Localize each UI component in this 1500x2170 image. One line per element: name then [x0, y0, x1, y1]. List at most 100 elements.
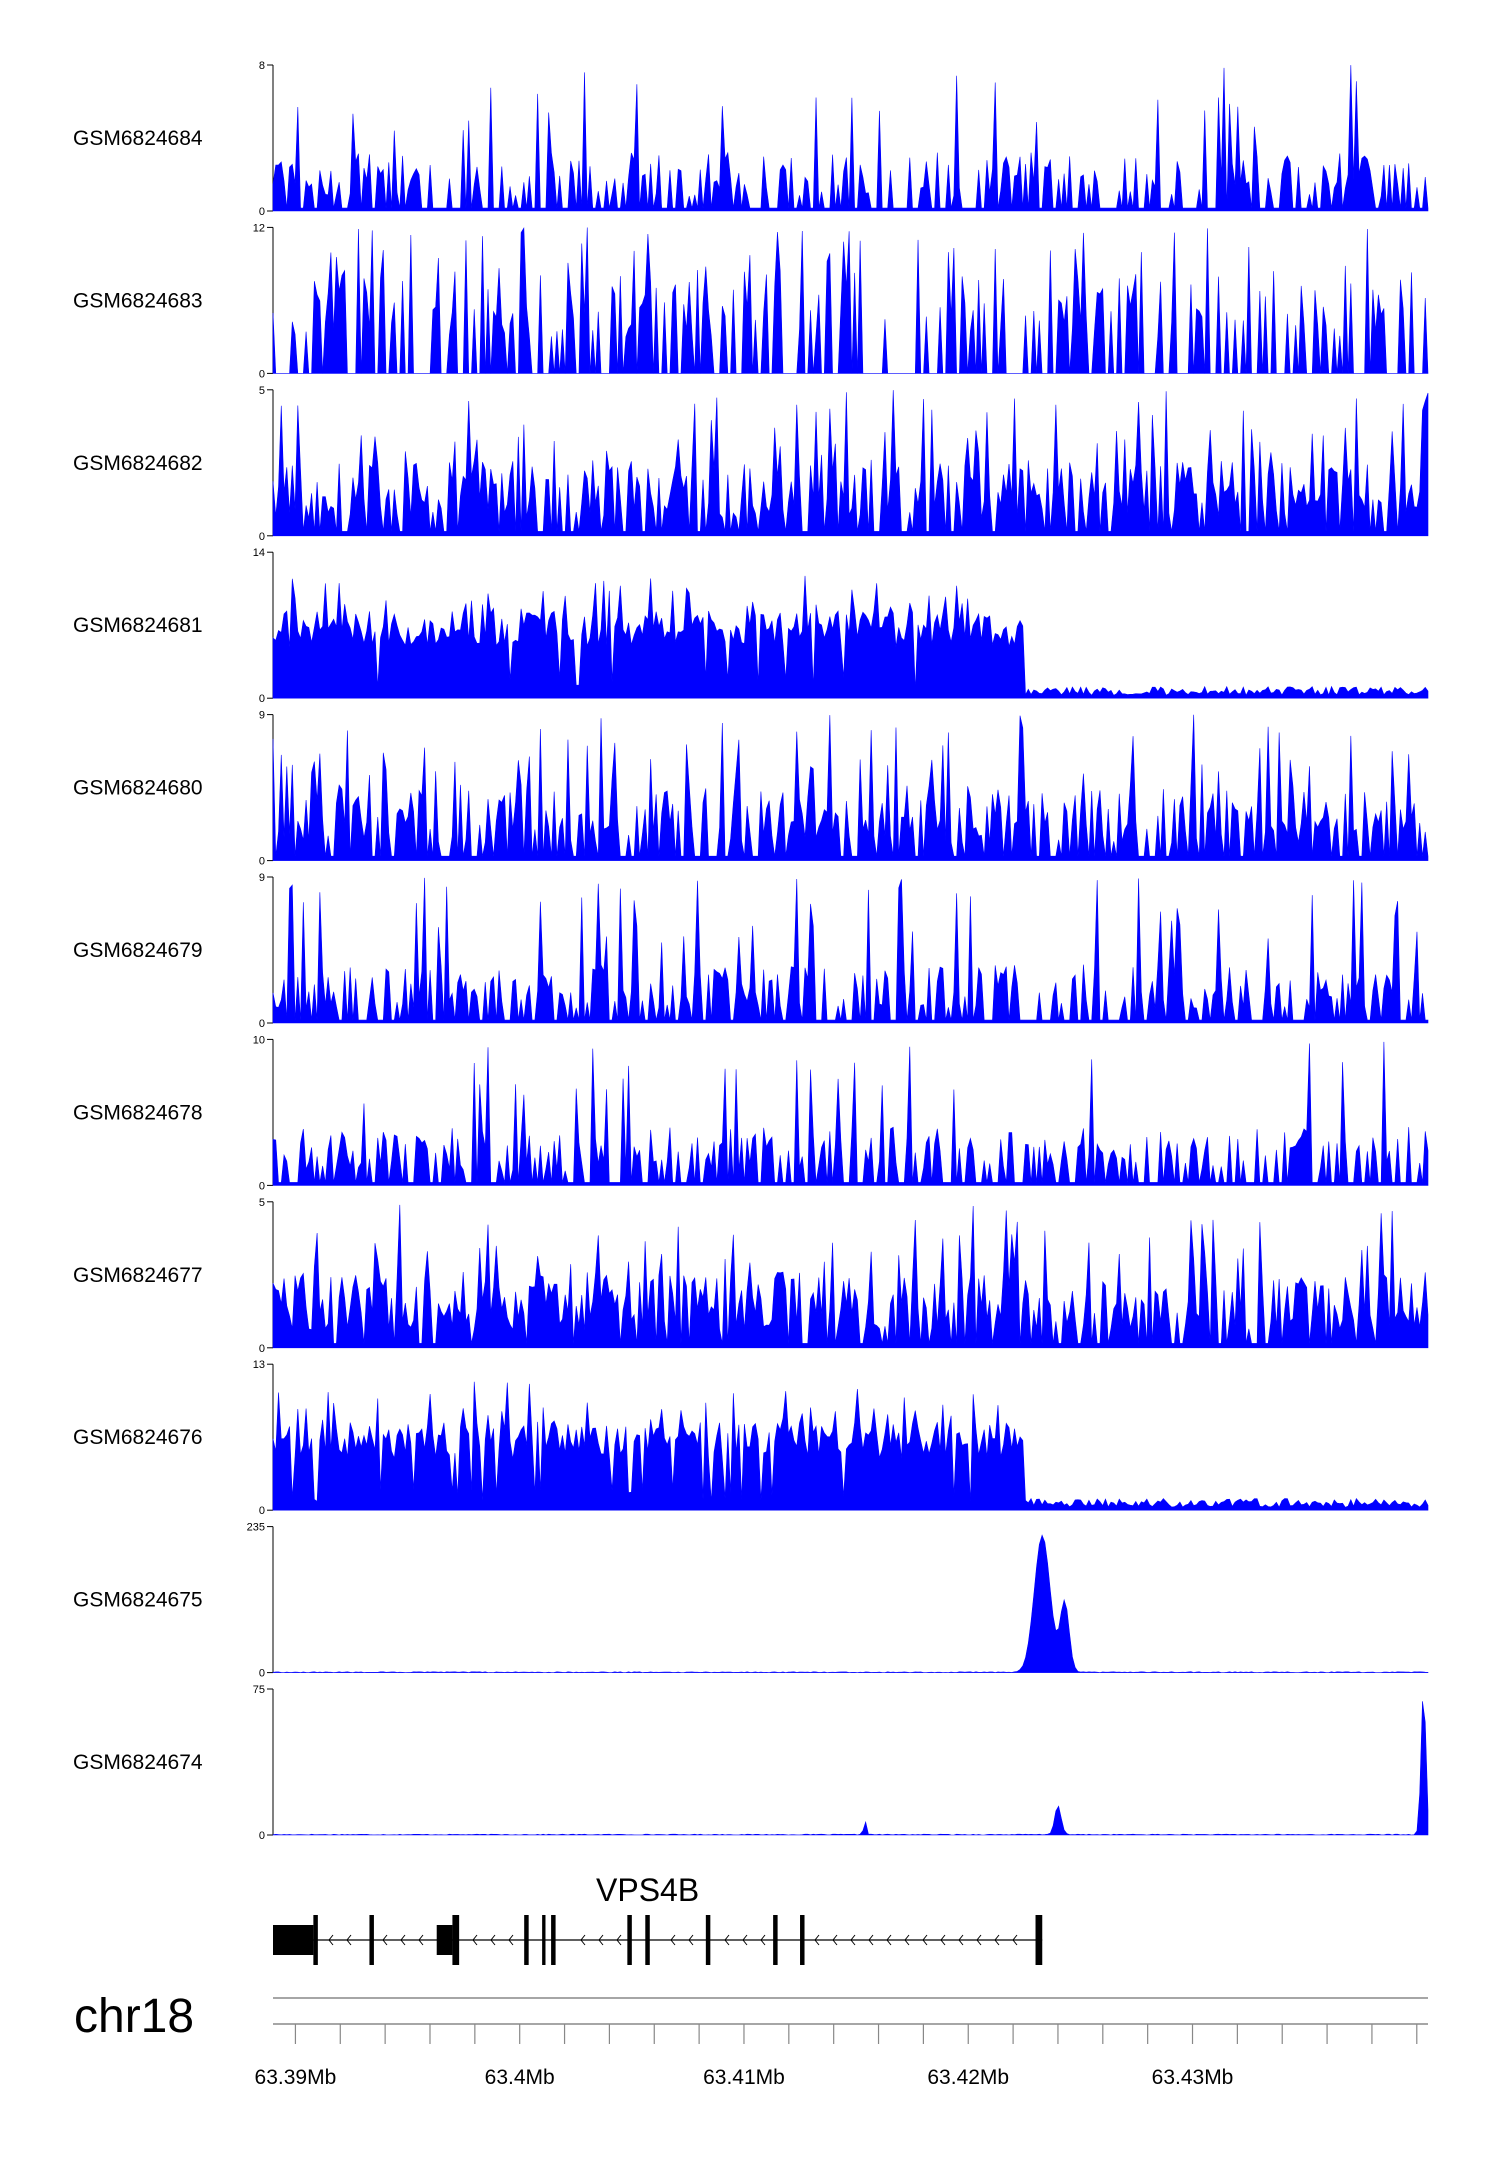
track-GSM6824676: GSM6824676 13 0 [73, 1359, 1429, 1517]
track-GSM6824684: GSM6824684 8 0 [73, 60, 1429, 218]
coverage-area [272, 227, 1429, 374]
strand-chevron [940, 1934, 946, 1946]
strand-chevron [868, 1934, 874, 1946]
coverage-area [272, 1701, 1429, 1836]
track-GSM6824677: GSM6824677 5 0 [73, 1197, 1429, 1355]
strand-chevron [400, 1934, 406, 1946]
axis-tick-label: 63.43Mb [1152, 2066, 1234, 2089]
strand-chevron [904, 1934, 910, 1946]
strand-chevron [760, 1934, 766, 1946]
track-GSM6824683: GSM6824683 12 0 [73, 222, 1429, 380]
y-axis-max-label: 235 [247, 1522, 265, 1534]
track-label: GSM6824681 [73, 614, 203, 637]
strand-chevron [742, 1934, 748, 1946]
y-axis-min-label: 0 [259, 1830, 265, 1842]
gene-exon-utr [436, 1925, 453, 1955]
track-label: GSM6824674 [73, 1751, 203, 1774]
y-axis-min-label: 0 [259, 1668, 265, 1680]
y-axis-max-label: 14 [253, 547, 265, 559]
track-GSM6824678: GSM6824678 10 0 [73, 1034, 1429, 1192]
gene-exon-cds [542, 1915, 546, 1965]
y-axis-min-label: 0 [259, 1018, 265, 1030]
y-axis-max-label: 5 [259, 385, 265, 397]
coverage-area [272, 1041, 1429, 1186]
coverage-area [272, 877, 1429, 1024]
track-label: GSM6824680 [73, 777, 203, 800]
chromosome-label: chr18 [74, 1990, 194, 2043]
y-axis-max-label: 13 [253, 1359, 265, 1371]
strand-chevron [688, 1934, 694, 1946]
y-axis-min-label: 0 [259, 856, 265, 868]
strand-chevron [418, 1934, 424, 1946]
strand-chevron [976, 1934, 982, 1946]
y-axis-max-label: 75 [253, 1684, 265, 1696]
gene-exon-cds [524, 1915, 529, 1965]
strand-chevron [472, 1934, 478, 1946]
gene-exon-cds [369, 1915, 374, 1965]
gene-exon-utr [273, 1925, 314, 1955]
gene-exon-cds [627, 1915, 632, 1965]
track-GSM6824681: GSM6824681 14 0 [73, 547, 1429, 705]
strand-chevron [724, 1934, 730, 1946]
gene-track: VPS4B [273, 1872, 1043, 1965]
gene-exon-cds [452, 1915, 460, 1965]
coverage-area [272, 390, 1429, 537]
axis-tick-label: 63.4Mb [485, 2066, 555, 2089]
coverage-area [272, 1534, 1429, 1673]
y-axis-min-label: 0 [259, 1180, 265, 1192]
track-GSM6824682: GSM6824682 5 0 [73, 385, 1429, 543]
track-label: GSM6824677 [73, 1264, 203, 1287]
strand-chevron [490, 1934, 496, 1946]
y-axis-min-label: 0 [259, 693, 265, 705]
track-label: GSM6824676 [73, 1426, 203, 1449]
y-axis-max-label: 12 [253, 222, 265, 234]
y-axis-min-label: 0 [259, 206, 265, 218]
track-GSM6824674: GSM6824674 75 0 [73, 1684, 1429, 1842]
gene-exon-cds [551, 1915, 556, 1965]
gene-exon-cds [1035, 1915, 1043, 1965]
track-label: GSM6824675 [73, 1589, 203, 1612]
track-label: GSM6824679 [73, 939, 203, 962]
coverage-area [272, 1204, 1429, 1349]
coverage-area [272, 575, 1429, 699]
gene-exon-cds [800, 1915, 805, 1965]
coverage-tracks: GSM682468480GSM6824683120GSM682468250GSM… [73, 60, 1429, 1842]
strand-chevron [670, 1934, 676, 1946]
y-axis-max-label: 9 [259, 710, 265, 722]
y-axis-min-label: 0 [259, 368, 265, 380]
strand-chevron [598, 1934, 604, 1946]
strand-chevron [850, 1934, 856, 1946]
strand-chevron [616, 1934, 622, 1946]
track-GSM6824675: GSM6824675 235 0 [73, 1522, 1429, 1680]
gene-exon-cds [773, 1915, 778, 1965]
gene-exon-cds [313, 1915, 318, 1965]
y-axis-min-label: 0 [259, 531, 265, 543]
strand-chevron [580, 1934, 586, 1946]
track-label: GSM6824683 [73, 289, 203, 312]
axis-tick-label: 63.39Mb [255, 2066, 337, 2089]
y-axis-max-label: 5 [259, 1197, 265, 1209]
track-label: GSM6824682 [73, 452, 203, 475]
strand-chevron [994, 1934, 1000, 1946]
strand-chevron [958, 1934, 964, 1946]
strand-chevron [382, 1934, 388, 1946]
y-axis-min-label: 0 [259, 1343, 265, 1355]
strand-chevron [508, 1934, 514, 1946]
track-label: GSM6824684 [73, 127, 203, 150]
y-axis-max-label: 9 [259, 872, 265, 884]
coverage-area [272, 714, 1429, 861]
coverage-area [272, 65, 1429, 212]
coverage-area [272, 1381, 1429, 1511]
gene-exon-cds [705, 1915, 711, 1965]
y-axis-min-label: 0 [259, 1505, 265, 1517]
strand-chevron [346, 1934, 352, 1946]
strand-chevron [814, 1934, 820, 1946]
axis-tick-label: 63.41Mb [703, 2066, 785, 2089]
y-axis-max-label: 8 [259, 60, 265, 72]
strand-chevron [886, 1934, 892, 1946]
axis-tick-label: 63.42Mb [927, 2066, 1009, 2089]
gene-exon-cds [645, 1915, 650, 1965]
track-label: GSM6824678 [73, 1101, 203, 1124]
track-GSM6824679: GSM6824679 9 0 [73, 872, 1429, 1030]
